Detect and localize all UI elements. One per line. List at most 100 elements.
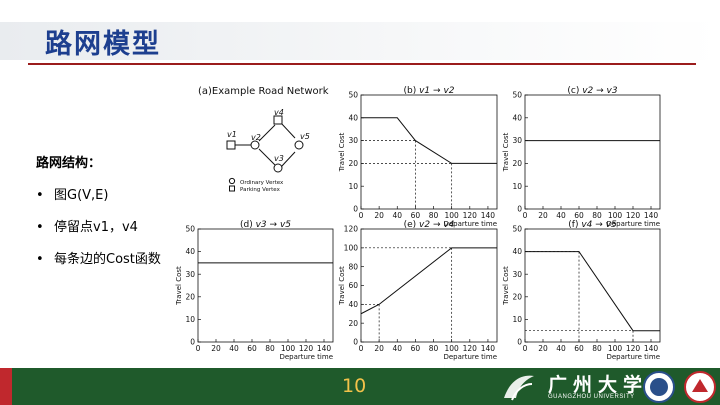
x-tick-label: 40 [392,211,402,220]
x-axis-label: Departure time [443,220,497,228]
chart-c: 0 20 40 60 80 100 120 140 0 10 20 30 40 50 Departure t… [502,86,661,228]
bullet-marker: • [36,188,44,203]
series-line [525,251,660,332]
edge-v2-v4 [258,124,276,142]
x-tick-label: 140 [481,344,496,353]
chart-edge-arrow: → [430,86,443,96]
chart-edge-arrow: → [267,220,280,230]
x-tick-label: 60 [574,344,584,353]
y-tick-label: 10 [348,182,358,191]
x-tick-label: 120 [463,344,478,353]
x-tick-label: 120 [626,211,641,220]
x-tick-label: 0 [523,211,528,220]
university-seal-icon [643,371,675,403]
x-tick-label: 20 [374,211,384,220]
bullet-item-cost: • 每条边的Cost函数 [36,248,161,267]
x-tick-label: 0 [359,211,364,220]
x-tick-label: 80 [429,211,439,220]
y-tick-label: 0 [517,205,522,214]
x-tick-label: 0 [523,344,528,353]
parking-vertex-v4 [273,115,283,125]
y-tick-label: 10 [512,315,522,324]
chart-frame [197,228,334,343]
y-tick-label: 120 [344,225,359,234]
chart-edge-arrow: → [430,220,443,230]
slide-title: 路网模型 [45,29,161,60]
y-tick-label: 40 [348,300,358,309]
series-line [360,247,497,315]
x-tick-label: 20 [211,344,221,353]
x-tick-label: 40 [392,344,402,353]
chart-title: (f) v4 → v5 [568,220,617,230]
x-tick-label: 100 [445,344,460,353]
y-tick-label: 40 [512,247,522,256]
x-tick-label: 0 [196,344,201,353]
title-divider [28,63,696,65]
chart-title: (b) v1 → v2 [404,86,455,96]
x-axis-label: Departure time [606,220,660,228]
chart-panel-label: (d) [240,220,256,230]
y-axis-label: Travel Cost [338,266,346,306]
x-tick-label: 60 [411,344,421,353]
chart-frame [360,228,498,343]
x-axis-label: Departure time [606,353,660,361]
node-label-v5: v5 [300,132,310,141]
chart-edge-arrow: → [593,86,606,96]
x-tick-label: 60 [247,344,257,353]
x-tick-label: 40 [229,344,239,353]
y-tick-label: 50 [512,91,522,100]
y-tick-label: 50 [348,91,358,100]
edge-v2-v3 [258,148,276,166]
chart-title: (d) v3 → v5 [240,220,291,230]
bullet-heading: 路网结构： [36,156,102,171]
x-tick-label: 100 [445,211,460,220]
x-tick-label: 120 [463,211,478,220]
department-logo-icon [684,371,716,403]
y-tick-label: 0 [517,338,522,347]
bullet-item-parking: • 停留点v1，v4 [36,216,138,235]
x-tick-label: 120 [626,344,641,353]
footer-red-block [0,368,12,405]
y-tick-label: 40 [348,113,358,122]
y-tick-label: 100 [344,243,359,252]
x-tick-label: 60 [411,211,421,220]
y-tick-label: 40 [185,247,195,256]
y-tick-label: 20 [348,159,358,168]
chart-edge-to: v2 [443,86,454,96]
chart-panel-label: (e) [404,220,419,230]
y-axis-label: Travel Cost [338,132,346,172]
bullet-item-graph: • 图G(V,E) [36,184,108,203]
network-title: (a)Example Road Network [198,86,329,97]
chart-edge-to: v5 [280,220,291,230]
chart-frame [524,228,661,343]
y-tick-label: 20 [512,292,522,301]
x-tick-label: 140 [481,211,496,220]
chart-panel-label: (f) [568,220,581,230]
bullet-text: 图G(V,E) [54,188,109,203]
ordinary-vertex-v3 [273,163,283,173]
chart-panel-label: (c) [567,86,582,96]
chart-frame [360,94,498,210]
parking-vertex-v1 [226,140,236,150]
y-tick-label: 0 [353,338,358,347]
y-tick-label: 10 [185,315,195,324]
x-tick-label: 80 [429,344,439,353]
legend-ordinary-symbol [228,177,236,185]
y-tick-label: 50 [512,225,522,234]
university-name-en: GUANGZHOU UNIVERSITY [548,394,635,400]
x-tick-label: 60 [574,211,584,220]
road-network-figure: (a)Example Road Network v1 v2 v3 v4 v5 O… [175,86,661,361]
y-tick-label: 80 [348,262,358,271]
chart-edge-from: v2 [582,86,593,96]
chart-edge-to: v5 [606,220,617,230]
x-axis-label: Departure time [443,353,497,361]
node-label-v2: v2 [251,133,261,142]
chart-edge-from: v2 [419,220,430,230]
chart-edge-from: v4 [581,220,592,230]
chart-edge-from: v3 [256,220,267,230]
y-tick-label: 20 [512,159,522,168]
x-tick-label: 80 [265,344,275,353]
ordinary-vertex-v2 [250,140,260,150]
chart-e: 0 20 40 60 80 100 120 140020406080100120Departu… [338,220,498,361]
